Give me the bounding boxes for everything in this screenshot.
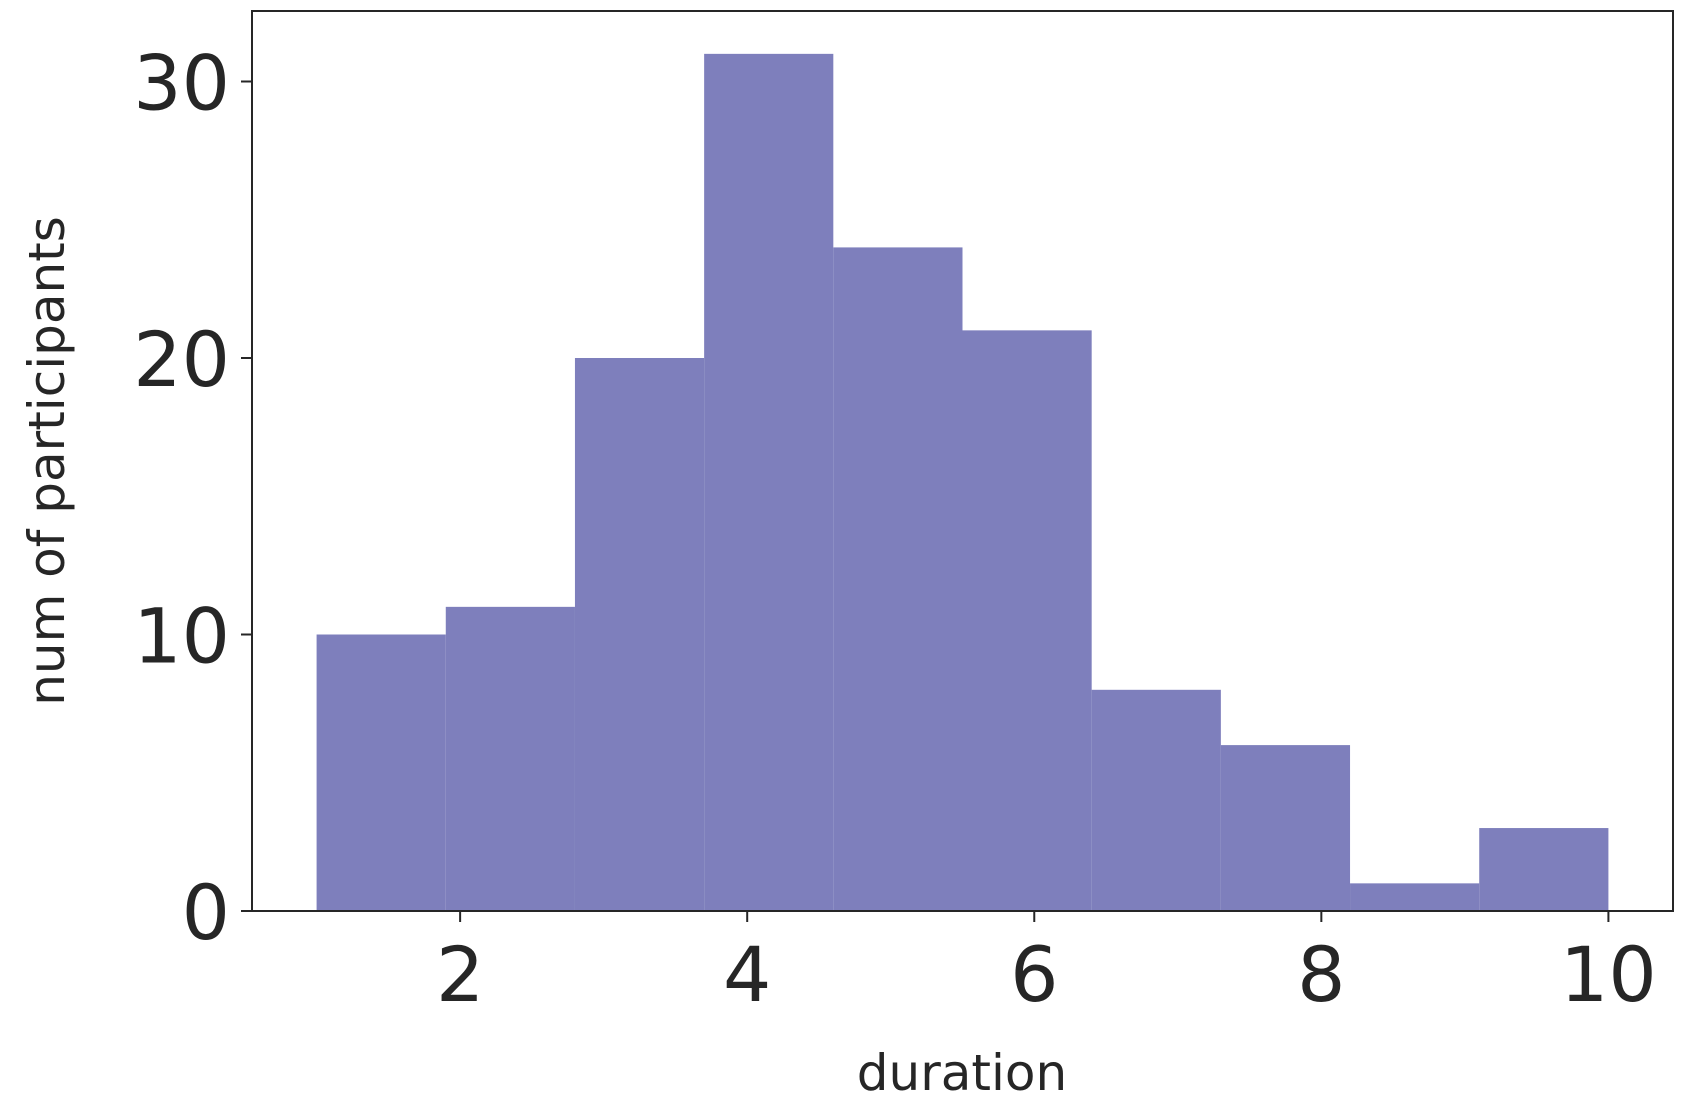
- bar: [445, 606, 575, 911]
- bar: [574, 358, 705, 911]
- x-tick-label: 6: [1010, 930, 1058, 1019]
- bar: [704, 53, 834, 912]
- y-tick-label: 0: [182, 868, 230, 957]
- bar: [962, 330, 1092, 911]
- y-tick-label: 20: [133, 315, 230, 404]
- y-axis-label: num of participants: [18, 216, 76, 706]
- axes-frame: [251, 10, 1674, 912]
- bar: [1479, 828, 1609, 911]
- y-tick-label: 10: [133, 592, 230, 681]
- y-tick-label: 30: [133, 39, 230, 128]
- x-tick-label: 10: [1560, 930, 1657, 1019]
- bar: [1350, 883, 1480, 911]
- x-tick-label: 2: [436, 930, 484, 1019]
- x-tick-label: 4: [723, 930, 771, 1019]
- x-tick-label: 8: [1297, 930, 1345, 1019]
- bar: [1220, 745, 1351, 911]
- bar: [1091, 689, 1221, 911]
- bar: [316, 634, 446, 911]
- bar: [833, 247, 963, 912]
- x-axis-label: duration: [857, 1044, 1067, 1102]
